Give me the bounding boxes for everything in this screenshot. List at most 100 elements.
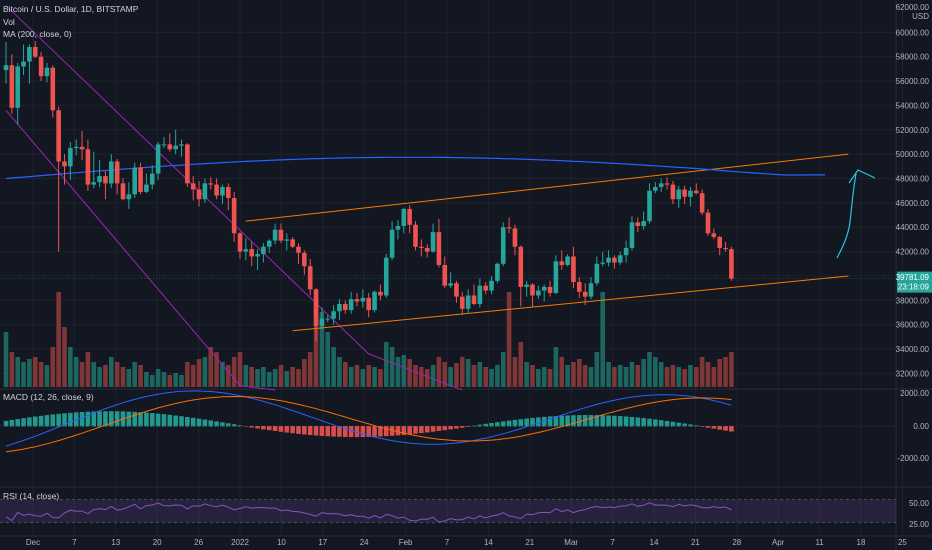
time-tick-label: 26	[194, 538, 203, 547]
volume-bar	[600, 292, 605, 387]
volume-bar	[477, 362, 483, 387]
volume-bar	[161, 372, 167, 387]
macd-histogram-bar	[483, 423, 488, 427]
candle-body	[220, 187, 225, 196]
candle-body	[565, 256, 570, 265]
volume-bar	[237, 352, 243, 387]
volume-bars	[3, 292, 734, 387]
macd-histogram-bar	[547, 416, 553, 427]
time-axis[interactable]: Dec 7 13 20 26 2022 10 17 24 Feb 7 14 21 Mar 7 14 21 28 Ap…	[26, 538, 908, 547]
candle-body	[448, 283, 453, 286]
candle-body	[454, 283, 459, 297]
candle-body	[436, 232, 442, 265]
candle-body	[237, 233, 243, 252]
candle-body	[266, 240, 272, 247]
time-tick-label: 11	[815, 538, 824, 547]
candle-body	[337, 303, 342, 312]
volume-bar	[395, 357, 401, 387]
macd-histogram-bar	[541, 416, 547, 427]
macd-histogram-bar	[512, 419, 518, 427]
volume-bar	[407, 359, 412, 387]
current-price-label: 39781.09	[896, 273, 930, 282]
macd-histogram-bar	[360, 426, 366, 438]
volume-bar	[559, 357, 565, 387]
volume-bar	[32, 357, 38, 387]
candle-body	[717, 236, 722, 248]
candle-body	[424, 247, 430, 252]
candle-body	[313, 289, 319, 326]
candle-body	[167, 144, 173, 150]
macd-histogram-bar	[588, 415, 594, 427]
candle-body	[629, 222, 635, 248]
candle-body	[144, 184, 149, 192]
macd-histogram-bar	[302, 426, 307, 435]
macd-histogram-bar	[319, 426, 325, 436]
candle-body	[202, 183, 208, 200]
candle-body	[56, 110, 61, 162]
volume-bar	[38, 362, 44, 387]
macd-histogram-bar	[612, 415, 617, 427]
candle-body	[541, 286, 547, 291]
countdown-label: 23:18:09	[898, 283, 930, 292]
volume-bar	[62, 327, 67, 387]
volume-bar	[518, 342, 524, 387]
price-tick-label: 38000.00	[896, 296, 930, 305]
candle-body	[331, 311, 336, 319]
macd-histogram-bar	[214, 421, 219, 427]
macd-histogram-bar	[243, 426, 249, 427]
time-tick-label: Feb	[399, 538, 413, 547]
candle-body	[231, 198, 237, 234]
volume-bar	[372, 367, 377, 387]
volume-bar	[471, 365, 477, 387]
macd-histogram-bar	[389, 426, 395, 436]
ascending-channel-lower	[292, 275, 849, 332]
macd-histogram-bar	[272, 426, 278, 432]
candle-body	[79, 146, 85, 150]
volume-bar	[249, 367, 254, 387]
macd-histogram-bar	[682, 423, 687, 427]
macd-histogram-bar	[307, 426, 313, 436]
volume-bar	[155, 369, 161, 387]
candle-body	[676, 189, 682, 200]
macd-histogram-bar	[647, 418, 652, 427]
macd-histogram-bar	[723, 426, 728, 431]
candle-body	[635, 222, 641, 227]
volume-bar	[190, 365, 196, 387]
macd-histogram-bar	[524, 418, 529, 427]
candle-body	[506, 227, 512, 229]
volume-bar	[220, 362, 225, 387]
candle-body	[126, 194, 132, 200]
volume-bar	[73, 357, 79, 387]
currency-label: USD	[912, 12, 929, 21]
volume-bar	[594, 352, 600, 387]
macd-histogram-bar	[3, 420, 9, 427]
volume-bar	[114, 362, 120, 387]
candle-body	[419, 246, 424, 248]
candle-body	[366, 297, 371, 311]
volume-bar	[272, 369, 278, 387]
macd-histogram-bar	[161, 414, 167, 427]
macd-tick-label: -2000.00	[897, 454, 929, 463]
macd-histogram-bar	[565, 415, 570, 427]
candle-body	[582, 291, 588, 297]
volume-bar	[653, 357, 658, 387]
macd-histogram-bar	[500, 421, 506, 427]
volume-bar	[500, 352, 506, 387]
projection-arrow-head	[848, 169, 876, 184]
volume-bar	[454, 363, 459, 387]
ascending-channel-upper	[245, 153, 849, 222]
volume-bar	[185, 362, 190, 387]
candle-body	[296, 246, 301, 253]
volume-bar	[448, 367, 453, 387]
macd-histogram-bar	[132, 411, 137, 427]
volume-bar	[541, 367, 547, 387]
volume-bar	[565, 365, 570, 387]
macd-pane	[0, 390, 896, 453]
macd-histogram-bar	[149, 413, 155, 427]
macd-histogram-bar	[325, 426, 331, 437]
volume-bar	[266, 372, 272, 387]
volume-bar	[571, 362, 576, 387]
